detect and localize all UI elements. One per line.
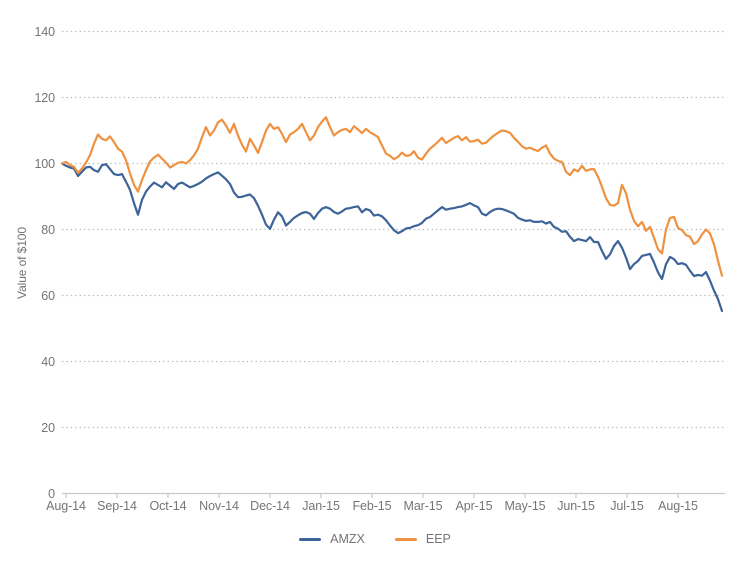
x-tick-label-Jan-15: Jan-15 [302,499,340,513]
eep-line-swatch [394,537,417,541]
y-tick-labels: 0 20 40 60 80 100 120 140 [34,25,55,501]
amzx-line-swatch [299,537,322,541]
x-tick-label-Jun-15: Jun-15 [557,499,595,513]
y-tick-label-100: 100 [34,157,55,171]
y-tick-label-80: 80 [41,223,55,237]
legend-label-eep: EEP [425,532,451,546]
series-line-amzx [60,162,724,313]
y-axis-title: Value of $100 [15,227,29,299]
x-tick-label-Apr-15: Apr-15 [456,499,493,513]
legend-label-amzx: AMZX [330,532,365,546]
x-tick-label-Nov-14: Nov-14 [199,499,239,513]
x-tick-label-Dec-14: Dec-14 [250,499,290,513]
y-tick-label-60: 60 [41,289,55,303]
x-tick-label-Mar-15: Mar-15 [404,499,443,513]
y-tick-label-40: 40 [41,355,55,369]
x-tick-label-Feb-15: Feb-15 [352,499,391,513]
data-series-lines [60,116,724,313]
x-tick-label-May-15: May-15 [504,499,545,513]
gridlines [62,30,725,429]
x-axis [62,492,725,498]
x-tick-label-Oct-14: Oct-14 [150,499,187,513]
x-tick-label-Aug-15: Aug-15 [658,499,698,513]
legend-item-eep: EEP [394,532,451,546]
y-tick-label-0: 0 [48,487,55,501]
y-tick-label-20: 20 [41,421,55,435]
y-tick-label-120: 120 [34,91,55,105]
series-line-eep [60,116,724,277]
legend-item-amzx: AMZX [299,532,365,546]
legend: AMZX EEP [0,529,750,549]
x-tick-label-Sep-14: Sep-14 [97,499,137,513]
x-tick-label-Jul-15: Jul-15 [610,499,644,513]
x-tick-label-Aug-14: Aug-14 [46,499,86,513]
x-tick-labels: Aug-14 Sep-14 Oct-14 Nov-14 Dec-14 Jan-15 Feb-… [46,499,698,513]
y-tick-label-140: 140 [34,25,55,39]
